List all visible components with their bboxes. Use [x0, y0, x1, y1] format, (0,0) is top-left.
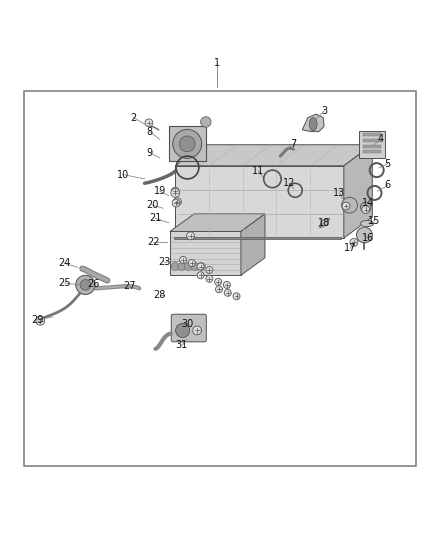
Circle shape [201, 117, 211, 127]
Text: 10: 10 [117, 169, 129, 180]
Ellipse shape [309, 118, 317, 131]
Circle shape [171, 187, 179, 195]
Circle shape [206, 275, 213, 282]
Circle shape [357, 227, 372, 243]
Circle shape [180, 256, 187, 263]
Bar [363, 150, 381, 154]
Text: 1: 1 [214, 58, 220, 68]
Bar [363, 133, 381, 136]
Text: 25: 25 [59, 278, 71, 288]
Text: 21: 21 [149, 213, 162, 223]
Circle shape [206, 266, 213, 273]
Circle shape [171, 263, 179, 270]
Circle shape [187, 232, 194, 240]
Text: 11: 11 [252, 166, 265, 176]
Polygon shape [170, 214, 265, 231]
Text: 4: 4 [378, 134, 384, 144]
Text: 6: 6 [385, 181, 391, 190]
Bar [24, 91, 416, 466]
Circle shape [173, 198, 181, 206]
Circle shape [36, 317, 45, 325]
Text: 18: 18 [318, 217, 330, 228]
Text: 7: 7 [290, 139, 297, 149]
Circle shape [342, 202, 350, 210]
Circle shape [350, 238, 358, 246]
Circle shape [145, 119, 153, 127]
Text: 13: 13 [333, 188, 346, 198]
Circle shape [173, 130, 201, 158]
Text: 17: 17 [344, 243, 357, 253]
Text: 29: 29 [31, 315, 43, 325]
FancyBboxPatch shape [171, 314, 206, 342]
Polygon shape [344, 145, 372, 238]
Bar [363, 145, 381, 148]
Circle shape [176, 324, 190, 337]
Circle shape [191, 263, 199, 270]
Text: 5: 5 [385, 159, 391, 168]
Text: 16: 16 [362, 233, 374, 243]
Circle shape [180, 136, 195, 152]
Text: 26: 26 [87, 279, 99, 289]
Circle shape [197, 272, 204, 279]
Circle shape [188, 260, 195, 266]
Polygon shape [175, 145, 372, 166]
Circle shape [178, 263, 186, 270]
Text: 9: 9 [147, 148, 153, 158]
Text: 31: 31 [176, 341, 188, 350]
Text: 3: 3 [321, 106, 327, 116]
Text: 22: 22 [147, 237, 159, 247]
Circle shape [215, 286, 223, 293]
Circle shape [233, 293, 240, 300]
FancyBboxPatch shape [169, 126, 206, 161]
Polygon shape [320, 219, 329, 228]
Text: 27: 27 [123, 281, 135, 291]
Polygon shape [175, 166, 344, 238]
Circle shape [223, 281, 230, 288]
Text: 24: 24 [59, 259, 71, 269]
Circle shape [224, 289, 231, 296]
Circle shape [80, 280, 91, 290]
Circle shape [360, 202, 371, 213]
Polygon shape [170, 231, 241, 275]
Text: 23: 23 [158, 257, 170, 267]
Text: 28: 28 [154, 290, 166, 300]
Bar [359, 131, 385, 158]
Bar [363, 139, 381, 142]
Circle shape [342, 197, 357, 213]
Circle shape [362, 206, 370, 214]
Circle shape [171, 189, 180, 197]
Circle shape [184, 263, 192, 270]
Ellipse shape [360, 221, 374, 227]
Text: 12: 12 [283, 178, 295, 188]
Circle shape [198, 263, 205, 270]
Text: 2: 2 [131, 112, 137, 123]
Text: 19: 19 [154, 186, 166, 196]
Polygon shape [241, 214, 265, 275]
Polygon shape [302, 114, 324, 132]
Circle shape [215, 278, 222, 285]
Text: 15: 15 [368, 215, 381, 225]
Text: 20: 20 [146, 200, 159, 210]
Circle shape [76, 275, 95, 295]
Bar [174, 237, 341, 239]
Circle shape [172, 199, 180, 207]
Text: 14: 14 [362, 198, 374, 208]
Text: 8: 8 [147, 127, 153, 136]
Text: 30: 30 [181, 319, 194, 329]
Circle shape [193, 326, 201, 335]
Circle shape [197, 263, 204, 270]
